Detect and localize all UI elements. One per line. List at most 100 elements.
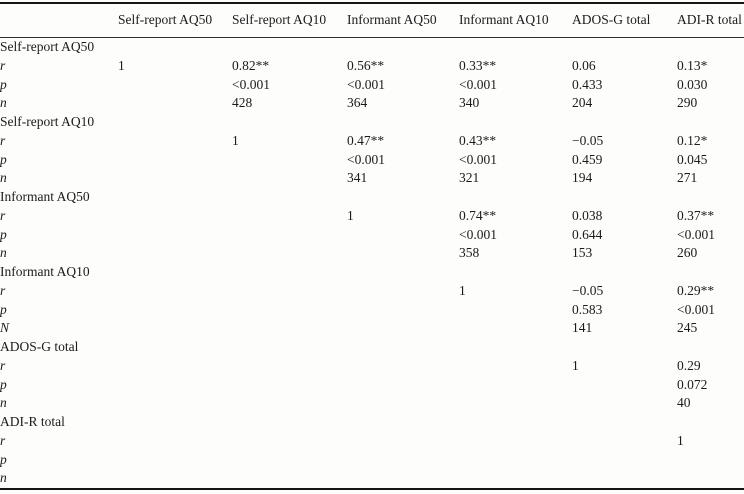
value-cell: 340	[459, 95, 480, 111]
value-cell	[347, 451, 459, 470]
value-cell: 0.644	[572, 226, 603, 242]
value-cell	[232, 207, 347, 226]
value-cell	[118, 319, 232, 338]
table-row: p	[0, 451, 744, 470]
value-cell: 0.29**	[677, 282, 715, 298]
value-cell: <0.001	[232, 76, 270, 92]
table-row: n 358 153 260	[0, 244, 744, 263]
column-header: Informant AQ50	[347, 3, 459, 38]
group-row: ADOS-G total	[0, 338, 744, 357]
value-cell	[232, 282, 347, 301]
value-cell: −0.05	[572, 282, 604, 298]
table-row: p <0.001 <0.001 <0.001 0.433 0.030	[0, 76, 744, 95]
value-cell	[232, 226, 347, 245]
value-cell	[232, 376, 347, 395]
value-cell: 0.82**	[232, 57, 270, 73]
column-header: Informant AQ10	[459, 3, 572, 38]
group-label: ADI-R total	[0, 414, 65, 429]
table-row: p <0.001 <0.001 0.459 0.045	[0, 151, 744, 170]
value-cell: 0.045	[677, 151, 708, 167]
group-label: Self-report AQ10	[0, 114, 95, 129]
value-cell	[572, 394, 677, 413]
value-cell	[677, 451, 744, 470]
value-cell	[118, 151, 232, 170]
value-cell	[232, 169, 347, 188]
stat-label: p	[0, 226, 7, 242]
value-cell: 358	[459, 245, 480, 261]
stat-label: n	[0, 170, 7, 186]
value-cell	[572, 376, 677, 395]
value-cell	[459, 319, 572, 338]
stat-label: p	[0, 301, 7, 317]
value-cell	[347, 432, 459, 451]
value-cell	[118, 226, 232, 245]
value-cell	[572, 469, 677, 489]
table-body: Self-report AQ50 r 1 0.82** 0.56** 0.33** 0.06…	[0, 38, 744, 490]
value-cell: <0.001	[677, 226, 715, 242]
value-cell	[232, 432, 347, 451]
value-cell: 0.29	[677, 357, 701, 373]
value-cell: 364	[347, 95, 368, 111]
value-cell	[118, 451, 232, 470]
group-row: Informant AQ50	[0, 188, 744, 207]
group-row: Informant AQ10	[0, 263, 744, 282]
value-cell: 194	[572, 170, 593, 186]
value-cell: 0.038	[572, 207, 603, 223]
column-header: Self-report AQ50	[118, 3, 232, 38]
value-cell	[347, 301, 459, 320]
value-cell: 40	[677, 395, 691, 411]
value-cell	[232, 357, 347, 376]
value-cell: <0.001	[347, 76, 385, 92]
value-cell	[232, 451, 347, 470]
value-cell: 260	[677, 245, 698, 261]
table-row: r 1 0.74** 0.038 0.37**	[0, 207, 744, 226]
table-row: p 0.072	[0, 376, 744, 395]
value-cell: 245	[677, 320, 698, 336]
value-cell: <0.001	[677, 301, 715, 317]
stat-label: n	[0, 245, 7, 261]
table-header: Self-report AQ50 Self-report AQ10 Informan…	[0, 3, 744, 38]
value-cell	[118, 376, 232, 395]
stat-label: n	[0, 470, 7, 486]
value-cell: 290	[677, 95, 698, 111]
value-cell: 0.43**	[459, 132, 497, 148]
value-cell	[347, 394, 459, 413]
value-cell	[459, 357, 572, 376]
value-cell: 341	[347, 170, 368, 186]
group-row: Self-report AQ10	[0, 113, 744, 132]
value-cell	[459, 432, 572, 451]
value-cell	[118, 169, 232, 188]
table-row: n 40	[0, 394, 744, 413]
value-cell	[347, 282, 459, 301]
value-cell	[677, 469, 744, 489]
value-cell: 0.74**	[459, 207, 497, 223]
value-cell: 1	[347, 207, 354, 223]
stat-label: r	[0, 282, 6, 298]
table-row: r 1 0.29	[0, 357, 744, 376]
column-header: ADOS-G total	[572, 3, 677, 38]
group-row: Self-report AQ50	[0, 38, 744, 57]
value-cell: <0.001	[459, 151, 497, 167]
value-cell: 271	[677, 170, 698, 186]
table-row: r 1 0.82** 0.56** 0.33** 0.06 0.13*	[0, 57, 744, 76]
value-cell	[232, 151, 347, 170]
value-cell: 1	[118, 57, 125, 73]
stat-label: r	[0, 57, 6, 73]
stat-label: p	[0, 76, 7, 92]
table-row: n 428 364 340 204 290	[0, 94, 744, 113]
value-cell	[459, 469, 572, 489]
value-cell	[118, 132, 232, 151]
table-row: n	[0, 469, 744, 489]
value-cell	[459, 376, 572, 395]
value-cell: 1	[459, 282, 466, 298]
stat-label: r	[0, 357, 6, 373]
value-cell: 1	[677, 432, 684, 448]
stat-label: N	[0, 320, 10, 336]
group-label: Self-report AQ50	[0, 39, 95, 54]
value-cell	[459, 394, 572, 413]
value-cell	[347, 244, 459, 263]
value-cell	[118, 207, 232, 226]
value-cell	[232, 469, 347, 489]
value-cell	[232, 244, 347, 263]
